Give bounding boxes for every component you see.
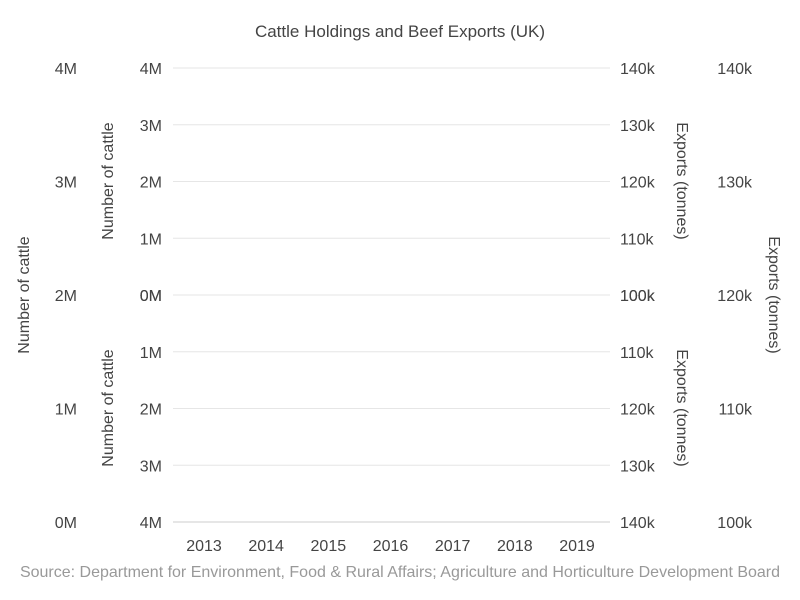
right-outer-tick-label: 140k	[717, 61, 753, 78]
x-tick-label: 2019	[559, 538, 595, 555]
axis-titles: Number of cattle Number of cattle Number o…	[16, 122, 782, 466]
x-tick-label: 2015	[311, 538, 347, 555]
right-inner-lower-tick-label: 100k	[620, 288, 656, 305]
left-outer-tick-label: 0M	[55, 515, 77, 532]
x-tick-label: 2014	[248, 538, 284, 555]
left-inner-upper-tick-label: 0M	[140, 288, 162, 305]
left-inner-lower-tick-label: 1M	[140, 345, 162, 362]
left-outer-axis-title: Number of cattle	[16, 236, 33, 353]
left-inner-lower-tick-label: 4M	[140, 515, 162, 532]
right-inner-lower-axis-title: Exports (tonnes)	[673, 349, 690, 466]
right-inner-upper-tick-label: 110k	[620, 231, 655, 248]
right-inner-lower-tick-label: 140k	[620, 515, 656, 532]
right-inner-upper-axis-title: Exports (tonnes)	[673, 122, 690, 239]
left-outer-tick-label: 1M	[55, 402, 77, 419]
left-outer-tick-label: 3M	[55, 175, 77, 192]
right-inner-lower-tick-label: 120k	[620, 402, 656, 419]
right-outer-tick-label: 100k	[717, 515, 753, 532]
right-outer-axis-title: Exports (tonnes)	[765, 236, 782, 353]
left-inner-upper-tick-label: 3M	[140, 118, 162, 135]
left-inner-lower-axis-title: Number of cattle	[100, 349, 117, 466]
gridlines	[173, 67, 610, 523]
right-outer-tick-label: 120k	[717, 288, 753, 305]
left-inner-upper-tick-label: 4M	[140, 61, 162, 78]
x-tick-label: 2017	[435, 538, 471, 555]
chart-title: Cattle Holdings and Beef Exports (UK)	[255, 22, 545, 41]
right-inner-upper-tick-label: 140k	[620, 61, 656, 78]
left-inner-lower-tick-label: 0M	[140, 288, 162, 305]
right-inner-lower-tick-label: 130k	[620, 458, 656, 475]
left-outer-tick-label: 2M	[55, 288, 77, 305]
left-inner-upper-tick-label: 1M	[140, 231, 162, 248]
right-inner-upper-tick-label: 120k	[620, 175, 656, 192]
left-inner-lower-tick-label: 3M	[140, 458, 162, 475]
right-outer-tick-label: 130k	[717, 175, 753, 192]
left-inner-upper-tick-label: 2M	[140, 175, 162, 192]
left-outer-tick-label: 4M	[55, 61, 77, 78]
right-inner-lower-tick-label: 110k	[620, 345, 655, 362]
source-note: Source: Department for Environment, Food…	[20, 564, 780, 581]
x-tick-label: 2016	[373, 538, 409, 555]
right-outer-tick-label: 110k	[718, 402, 753, 419]
right-inner-upper-tick-label: 100k	[620, 288, 656, 305]
x-tick-label: 2013	[186, 538, 222, 555]
left-inner-upper-axis-title: Number of cattle	[100, 122, 117, 239]
right-inner-upper-tick-label: 130k	[620, 118, 656, 135]
x-tick-label: 2018	[497, 538, 533, 555]
tick-labels: 4M 3M 2M 1M 0M 140k 130k 120k 110k 100k 4M 3M 2M 1M 0M…	[55, 61, 753, 555]
left-inner-lower-tick-label: 2M	[140, 402, 162, 419]
